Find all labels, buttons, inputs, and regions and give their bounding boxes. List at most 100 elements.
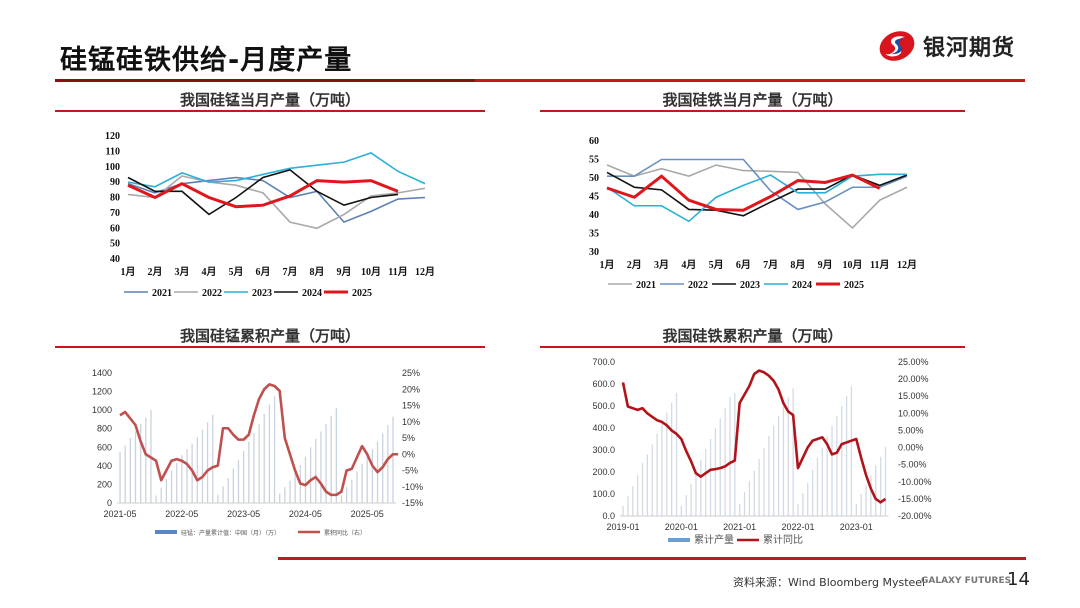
bar xyxy=(753,470,755,516)
bar xyxy=(700,459,702,516)
y2-tick-label: -5.00% xyxy=(898,460,927,470)
series-line-2024 xyxy=(127,168,399,216)
legend-label: 2023 xyxy=(740,280,760,291)
bar xyxy=(315,438,317,503)
bar xyxy=(186,449,188,503)
bar xyxy=(273,396,276,503)
x-tick-label: 7月 xyxy=(283,266,298,278)
bar xyxy=(330,415,332,503)
bar xyxy=(777,415,780,516)
series-line-2021 xyxy=(606,164,908,230)
bar xyxy=(356,471,358,503)
y-tick-label: 400 xyxy=(97,461,112,471)
bar xyxy=(155,495,157,503)
series-line-2022 xyxy=(127,175,426,230)
bar xyxy=(729,397,731,516)
x-tick-label: 2022-01 xyxy=(781,522,814,532)
bar xyxy=(294,472,296,503)
y-tick-label: 100.0 xyxy=(592,489,615,499)
bar xyxy=(217,494,219,503)
y2-tick-label: -10% xyxy=(402,482,423,492)
bar xyxy=(714,428,717,516)
y2-tick-label: 15.00% xyxy=(898,391,929,401)
y-tick-label: 55 xyxy=(589,155,599,166)
bar xyxy=(879,456,882,516)
bar xyxy=(371,449,374,503)
x-tick-label: 5月 xyxy=(709,259,724,271)
y-tick-label: 200 xyxy=(97,479,112,489)
y-tick-label: 100 xyxy=(105,162,120,173)
bar xyxy=(340,495,343,503)
bar xyxy=(773,425,775,516)
y2-tick-label: 0% xyxy=(402,449,415,459)
bar xyxy=(160,487,162,503)
bar xyxy=(176,463,178,503)
header-divider xyxy=(55,79,1025,82)
x-tick-label: 6月 xyxy=(256,266,271,278)
bar xyxy=(690,484,692,516)
y2-tick-label: -15% xyxy=(402,498,423,508)
x-tick-label: 2月 xyxy=(627,259,642,271)
yoy-line xyxy=(621,369,887,504)
y2-tick-label: 0.00% xyxy=(898,443,924,453)
bar xyxy=(836,415,838,516)
bar xyxy=(243,451,245,503)
y-tick-label: 90 xyxy=(110,177,120,188)
legend-swatch-bars xyxy=(668,538,690,542)
bar xyxy=(279,493,281,503)
bar xyxy=(253,433,255,503)
y2-tick-label: 25.00% xyxy=(898,357,929,367)
y2-tick-label: 5.00% xyxy=(898,425,924,435)
y-tick-label: 30 xyxy=(589,247,599,258)
legend-label: 硅锰：产量累计值：中国（月）（万） xyxy=(181,529,280,537)
bar xyxy=(119,451,121,503)
bar xyxy=(705,448,707,516)
x-tick-label: 2023-05 xyxy=(227,509,260,519)
y-tick-label: 110 xyxy=(106,146,120,157)
bar xyxy=(661,423,663,516)
bar xyxy=(212,414,214,503)
y-tick-label: 45 xyxy=(589,192,599,203)
x-tick-label: 3月 xyxy=(654,259,669,271)
bar xyxy=(222,486,224,503)
x-tick-label: 6月 xyxy=(736,259,751,271)
series-line-2025 xyxy=(606,173,881,212)
legend-label: 2022 xyxy=(202,288,222,299)
legend-label: 2022 xyxy=(688,280,708,291)
series-line-2022 xyxy=(607,158,908,211)
y2-tick-label: 20.00% xyxy=(898,374,929,384)
bar xyxy=(263,413,265,503)
bar xyxy=(258,424,260,503)
y2-tick-label: 15% xyxy=(402,401,420,411)
bar xyxy=(651,444,653,516)
bar xyxy=(335,408,337,503)
footer-divider xyxy=(278,557,1026,560)
y-tick-label: 1400 xyxy=(92,368,112,378)
chart-title-simn-monthly: 我国硅锰当月产量（万吨） xyxy=(179,91,360,109)
x-tick-label: 1月 xyxy=(121,266,136,278)
legend-label: 2024 xyxy=(792,280,812,291)
x-tick-label: 2020-01 xyxy=(665,522,698,532)
y2-tick-label: 20% xyxy=(402,384,420,394)
y2-tick-label: 25% xyxy=(402,368,420,378)
bar xyxy=(646,454,648,516)
chart-title-simn-cumulative: 我国硅锰累积产量（万吨） xyxy=(179,327,360,345)
bar xyxy=(671,402,673,516)
y-tick-label: 600.0 xyxy=(592,379,615,389)
y-tick-label: 500.0 xyxy=(592,401,615,411)
bar xyxy=(709,439,712,516)
bar xyxy=(782,406,785,516)
brand-text: GALAXY FUTURES xyxy=(921,576,1012,586)
y-tick-label: 0 xyxy=(107,498,112,508)
bar xyxy=(320,431,322,503)
bar xyxy=(792,388,794,516)
x-tick-label: 2月 xyxy=(148,266,163,278)
bar xyxy=(685,495,687,516)
bar xyxy=(206,422,209,503)
bar xyxy=(201,429,204,503)
series-line-2025 xyxy=(127,179,399,209)
chart-title-underline xyxy=(540,346,965,348)
bar xyxy=(865,485,867,516)
chart-title-fesi-monthly: 我国硅铁当月产量（万吨） xyxy=(662,91,843,109)
